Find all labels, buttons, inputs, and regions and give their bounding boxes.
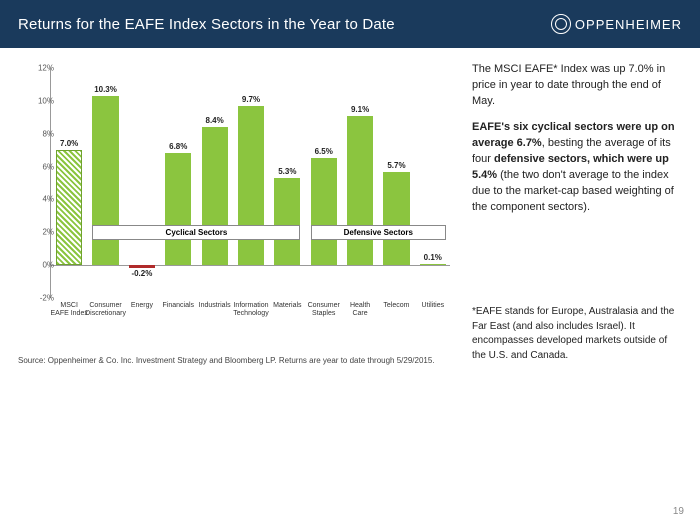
y-tick: 6% <box>42 162 54 171</box>
bar-rect <box>238 106 264 265</box>
bar: 9.1% <box>347 68 373 298</box>
bar-value-label: 9.1% <box>351 105 369 114</box>
bar: 0.1% <box>420 68 446 298</box>
chart-column: 7.0%MSCIEAFE Index10.3%ConsumerDiscretio… <box>18 62 458 373</box>
commentary-p2: EAFE's six cyclical sectors were up on a… <box>472 120 682 216</box>
bar-value-label: 6.8% <box>169 142 187 151</box>
y-tick: 8% <box>42 129 54 138</box>
bar-rect <box>311 158 337 265</box>
bar: 7.0% <box>56 68 82 298</box>
page-title: Returns for the EAFE Index Sectors in th… <box>18 16 395 33</box>
body: 7.0%MSCIEAFE Index10.3%ConsumerDiscretio… <box>0 48 700 373</box>
y-tick: 10% <box>38 96 54 105</box>
logo-text: OPPENHEIMER <box>575 17 682 32</box>
bar: 9.7% <box>238 68 264 298</box>
x-label: Utilities <box>411 298 455 310</box>
bar: -0.2% <box>129 68 155 298</box>
commentary-p1: The MSCI EAFE* Index was up 7.0% in pric… <box>472 62 682 110</box>
bar-rect <box>165 153 191 265</box>
bar-value-label: 8.4% <box>205 116 223 125</box>
source-line: Source: Oppenheimer & Co. Inc. Investmen… <box>18 356 458 365</box>
bar: 8.4% <box>202 68 228 298</box>
footnote: *EAFE stands for Europe, Australasia and… <box>472 305 682 363</box>
logo-ring-icon <box>551 14 571 34</box>
bar-value-label: 10.3% <box>94 85 117 94</box>
bar-rect <box>383 172 409 266</box>
bar: 10.3% <box>92 68 118 298</box>
page-number: 19 <box>673 506 684 517</box>
bar-value-label: 5.3% <box>278 167 296 176</box>
y-tick: -2% <box>40 294 54 303</box>
bar: 5.3% <box>274 68 300 298</box>
bar-value-label: 0.1% <box>424 253 442 262</box>
bar: 5.7% <box>383 68 409 298</box>
section-label: Defensive Sectors <box>311 225 446 240</box>
bar-value-label: 5.7% <box>387 161 405 170</box>
commentary-column: The MSCI EAFE* Index was up 7.0% in pric… <box>472 62 682 373</box>
bar-value-label: 9.7% <box>242 95 260 104</box>
bar: 6.5% <box>311 68 337 298</box>
bar-rect <box>202 127 228 265</box>
logo: OPPENHEIMER <box>551 14 682 34</box>
chart: 7.0%MSCIEAFE Index10.3%ConsumerDiscretio… <box>18 62 458 332</box>
y-tick: 4% <box>42 195 54 204</box>
header-bar: Returns for the EAFE Index Sectors in th… <box>0 0 700 48</box>
bar-value-label: -0.2% <box>131 269 152 278</box>
bar-rect <box>347 116 373 266</box>
plot-area: 7.0%MSCIEAFE Index10.3%ConsumerDiscretio… <box>50 68 450 298</box>
bar-rect <box>274 178 300 265</box>
section-label: Cyclical Sectors <box>92 225 300 240</box>
bar: 6.8% <box>165 68 191 298</box>
bar-rect <box>56 150 82 265</box>
bar-rect <box>129 265 155 268</box>
y-tick: 12% <box>38 64 54 73</box>
commentary-p2-tail: (the two don't average to the index due … <box>472 169 674 213</box>
y-tick: 2% <box>42 228 54 237</box>
bar-rect <box>420 264 446 266</box>
bar-value-label: 6.5% <box>315 147 333 156</box>
y-tick: 0% <box>42 261 54 270</box>
bar-value-label: 7.0% <box>60 139 78 148</box>
